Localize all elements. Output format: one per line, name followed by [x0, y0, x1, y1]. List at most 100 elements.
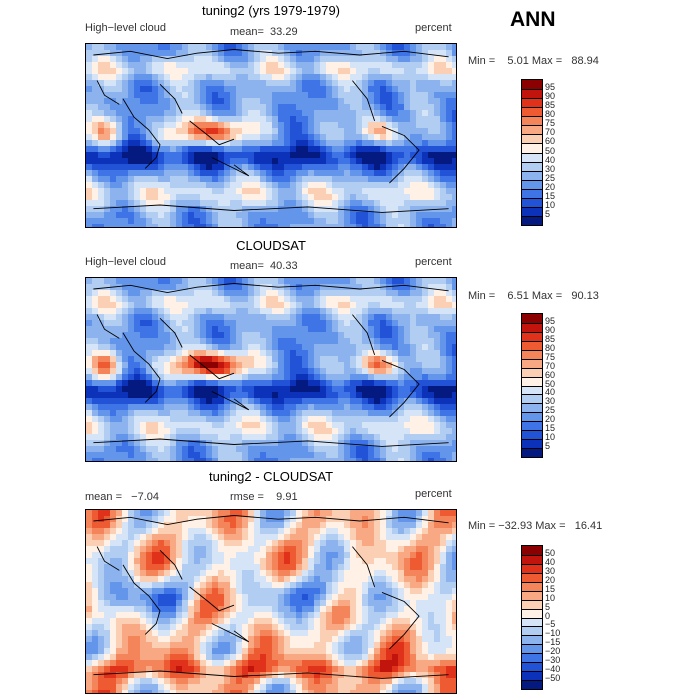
- panel-1-colorbar: [521, 79, 543, 226]
- colorbar-segment: [522, 590, 542, 600]
- colorbar-segment: [522, 644, 542, 654]
- colorbar-segment: [522, 152, 542, 162]
- coastline: [189, 120, 235, 146]
- coastline: [189, 586, 235, 612]
- coastline: [93, 670, 449, 679]
- colorbar-segment: [522, 80, 542, 90]
- colorbar-segment: [522, 421, 542, 431]
- colorbar-segment: [522, 98, 542, 108]
- colorbar-tick-label: −10: [545, 628, 561, 639]
- map-field: [86, 510, 456, 693]
- colorbar-segment: [522, 331, 542, 341]
- panel-3-rmse-label: rmse = 9.91: [230, 491, 298, 503]
- colorbar-tick-label: 80: [545, 109, 556, 120]
- colorbar-tick-label: −40: [545, 664, 561, 675]
- panel-2-mean-label: mean= 40.33: [230, 260, 298, 272]
- colorbar-tick-label: 15: [545, 423, 556, 434]
- coastline: [381, 359, 420, 418]
- colorbar-segment: [522, 376, 542, 386]
- colorbar-segment: [522, 626, 542, 636]
- colorbar-segment: [522, 349, 542, 359]
- colorbar-tick-label: 20: [545, 414, 556, 425]
- colorbar-segment: [522, 412, 542, 422]
- colorbar-segment: [522, 89, 542, 99]
- colorbar-tick-label: 60: [545, 136, 556, 147]
- colorbar-tick-label: 90: [545, 91, 556, 102]
- colorbar-tick-label: 85: [545, 333, 556, 344]
- colorbar-tick-label: 75: [545, 351, 556, 362]
- colorbar-segment: [522, 439, 542, 449]
- panel-3-mean-label: mean = −7.04: [85, 491, 159, 503]
- panel-3-units: percent: [415, 488, 452, 500]
- colorbar-segment: [522, 680, 542, 689]
- colorbar-tick-label: −30: [545, 655, 561, 666]
- coastline: [93, 49, 449, 60]
- colorbar-tick-label: −15: [545, 637, 561, 648]
- colorbar-tick-label: 5: [545, 601, 551, 612]
- coastline: [352, 314, 376, 356]
- colorbar-segment: [522, 125, 542, 135]
- colorbar-segment: [522, 430, 542, 440]
- colorbar-tick-label: 50: [545, 547, 556, 558]
- colorbar-tick-label: 80: [545, 342, 556, 353]
- colorbar-tick-label: 30: [545, 396, 556, 407]
- colorbar-tick-label: 25: [545, 405, 556, 416]
- coastline: [211, 157, 250, 177]
- colorbar-tick-label: 70: [545, 127, 556, 138]
- colorbar-tick-label: 50: [545, 145, 556, 156]
- colorbar-tick-label: 60: [545, 369, 556, 380]
- colorbar-segment: [522, 206, 542, 216]
- coastline: [352, 546, 376, 588]
- colorbar-segment: [522, 448, 542, 457]
- colorbar-tick-label: 10: [545, 432, 556, 443]
- coastline: [352, 80, 376, 122]
- coastline: [96, 314, 120, 339]
- colorbar-segment: [522, 403, 542, 413]
- coastline: [93, 438, 449, 447]
- colorbar-tick-label: 20: [545, 574, 556, 585]
- colorbar-segment: [522, 617, 542, 627]
- map-field: [86, 278, 456, 461]
- colorbar-tick-label: 25: [545, 172, 556, 183]
- colorbar-tick-label: −5: [545, 619, 556, 630]
- colorbar-segment: [522, 134, 542, 144]
- colorbar-tick-label: −50: [545, 673, 561, 684]
- coastline: [381, 591, 420, 650]
- colorbar-segment: [522, 215, 542, 225]
- coastline: [93, 283, 449, 294]
- colorbar-segment: [522, 143, 542, 153]
- colorbar-tick-label: 40: [545, 387, 556, 398]
- colorbar-tick-label: 10: [545, 199, 556, 210]
- colorbar-tick-label: 40: [545, 556, 556, 567]
- colorbar-segment: [522, 358, 542, 368]
- colorbar-tick-label: 0: [545, 610, 551, 621]
- colorbar-tick-label: −20: [545, 646, 561, 657]
- colorbar-tick-label: 40: [545, 154, 556, 165]
- panel-2-colorbar: [521, 313, 543, 458]
- coastline: [159, 317, 183, 348]
- colorbar-tick-label: 75: [545, 118, 556, 129]
- panel-2-map: [85, 277, 457, 462]
- colorbar-segment: [522, 608, 542, 618]
- colorbar-segment: [522, 662, 542, 672]
- coastline: [93, 515, 449, 526]
- colorbar-segment: [522, 599, 542, 609]
- colorbar-tick-label: 95: [545, 315, 556, 326]
- coastline: [159, 549, 183, 580]
- colorbar-tick-label: 15: [545, 190, 556, 201]
- panel-1-map: [85, 43, 457, 228]
- map-field: [86, 44, 456, 227]
- coastline: [189, 354, 235, 380]
- panel-3-colorbar: [521, 545, 543, 690]
- colorbar-tick-label: 20: [545, 181, 556, 192]
- colorbar-segment: [522, 107, 542, 117]
- coastline: [381, 125, 420, 184]
- colorbar-segment: [522, 572, 542, 582]
- colorbar-tick-label: 95: [545, 82, 556, 93]
- panel-3-map: [85, 509, 457, 694]
- colorbar-tick-label: 50: [545, 378, 556, 389]
- coastline: [211, 623, 250, 643]
- coastline: [211, 391, 250, 411]
- colorbar-tick-label: 10: [545, 592, 556, 603]
- colorbar-segment: [522, 546, 542, 555]
